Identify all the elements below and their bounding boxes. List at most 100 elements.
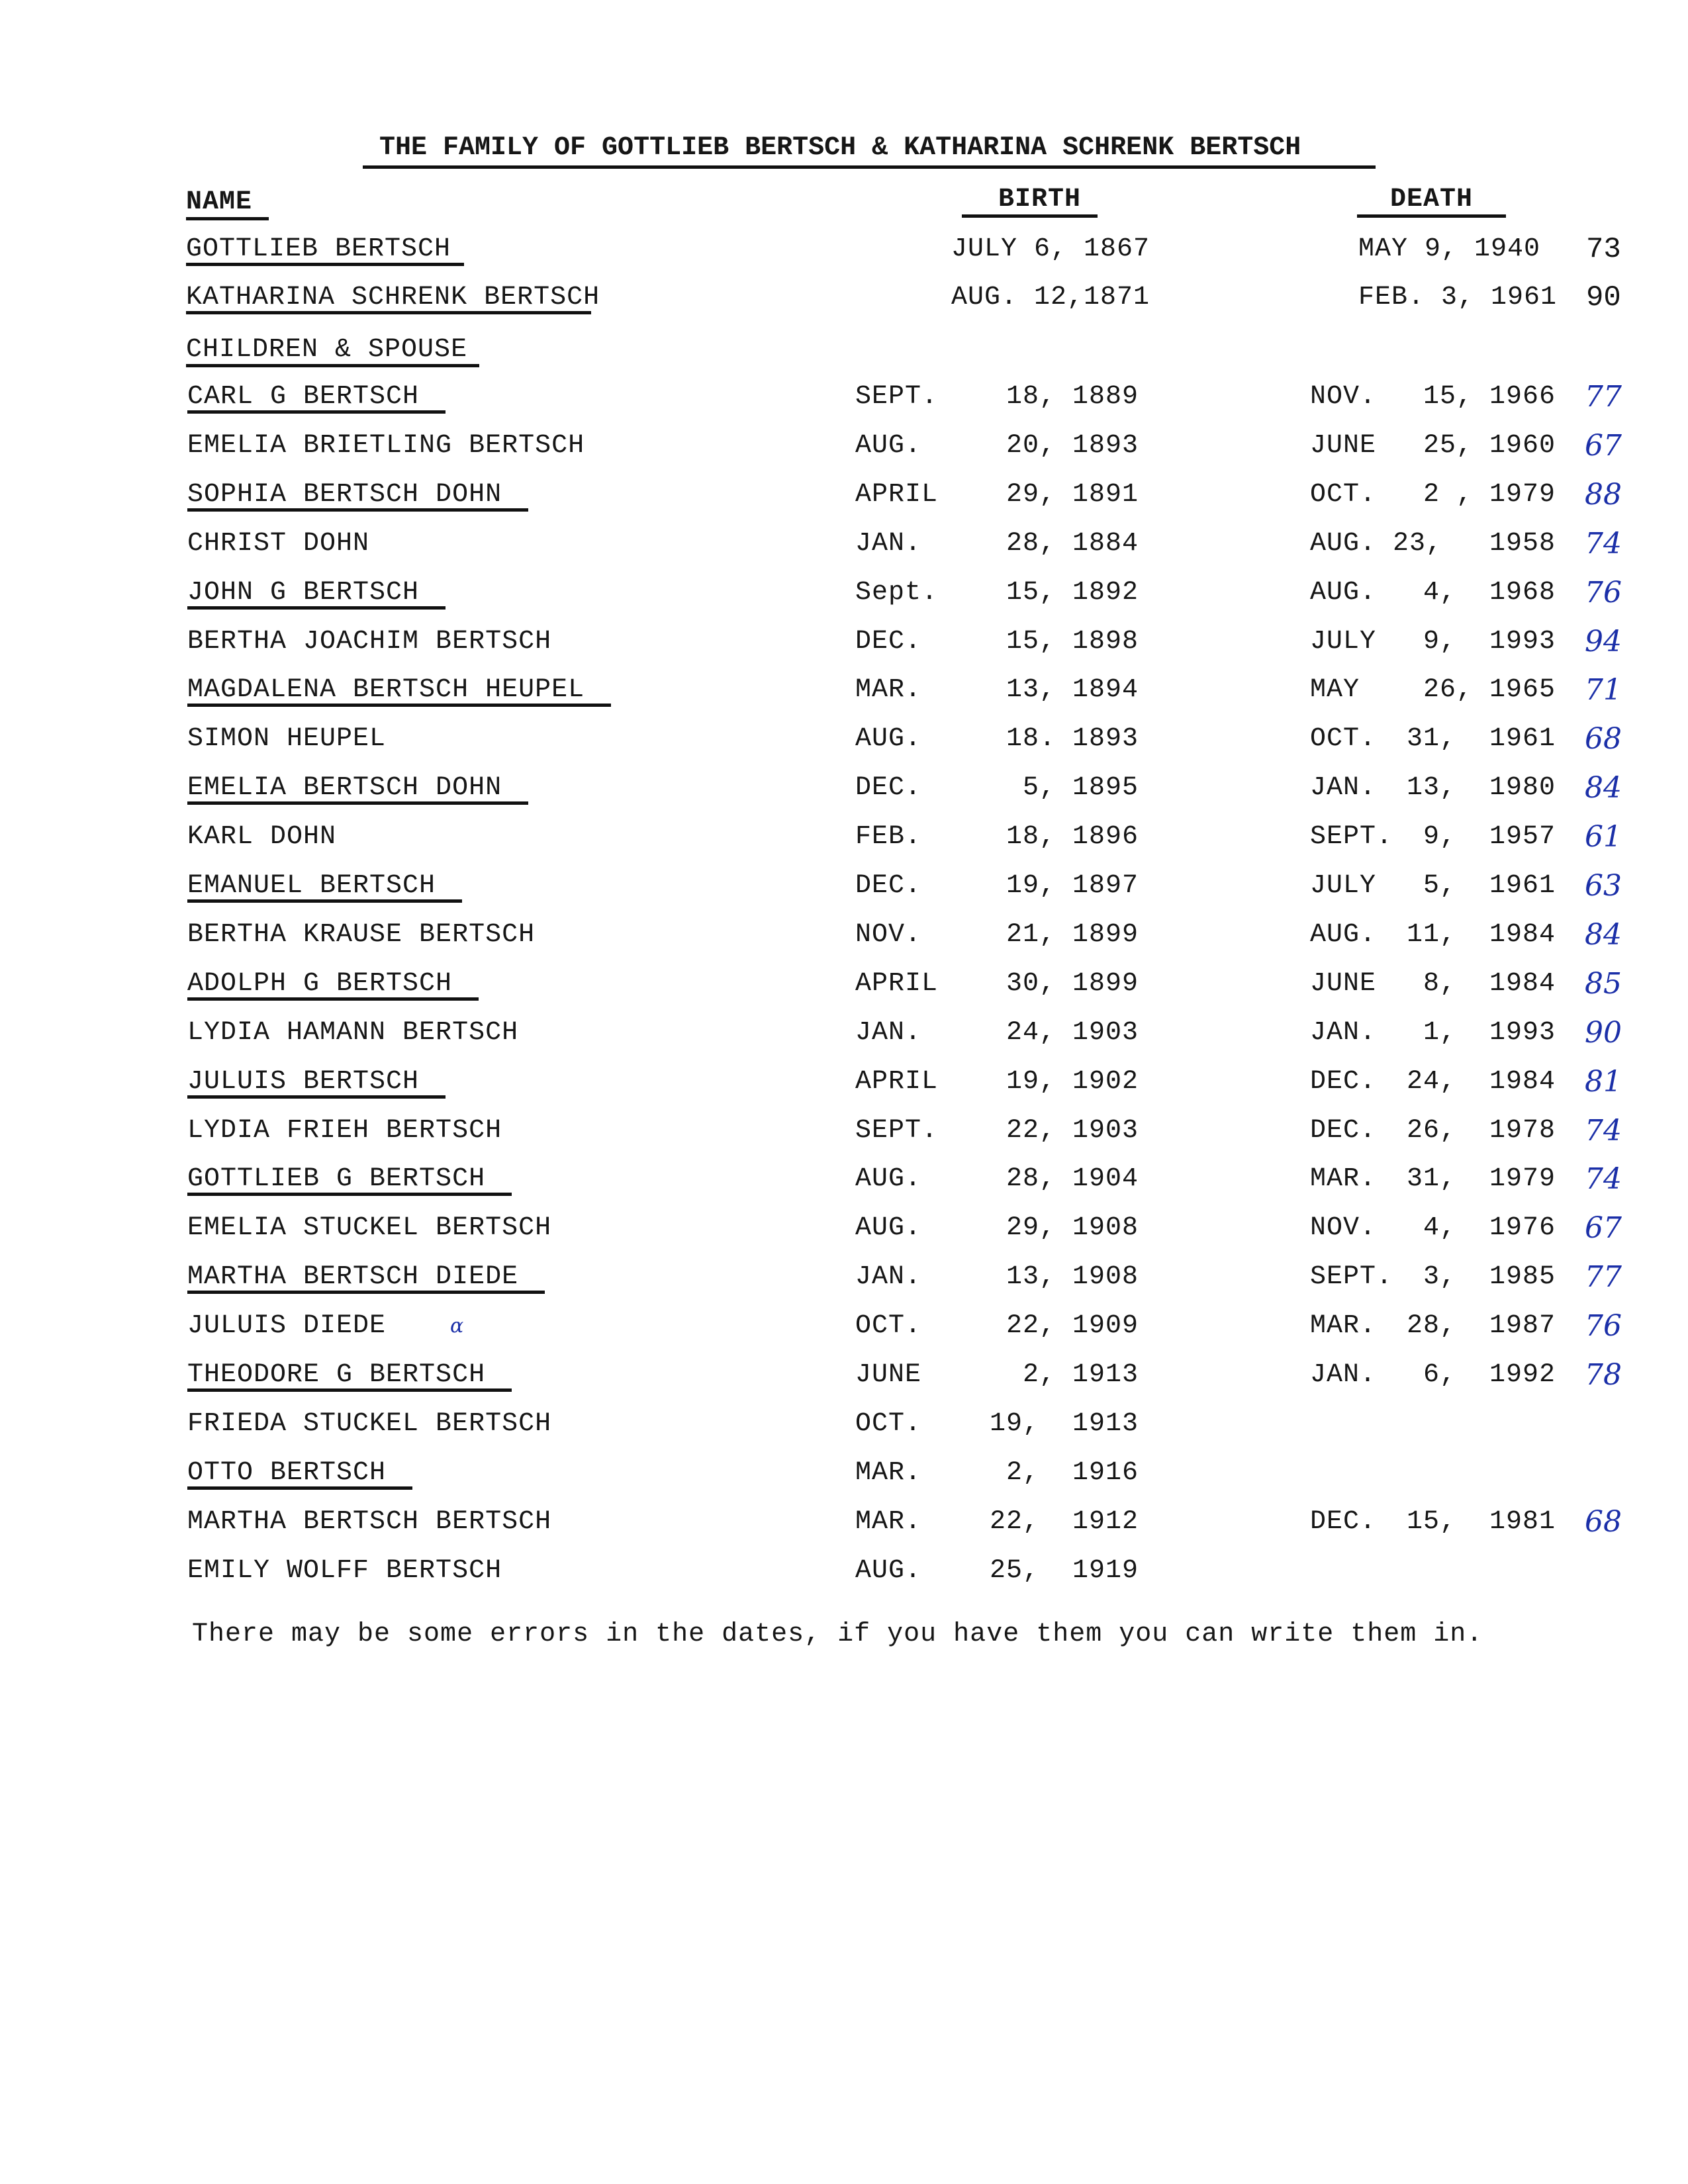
- name-underline: [187, 704, 611, 707]
- child-name: CHRIST DOHN: [187, 528, 370, 559]
- death-month: NOV.: [1310, 382, 1377, 412]
- birth-day-year: 22, 1912: [989, 1506, 1139, 1537]
- death-day-year: 1, 1993: [1423, 1017, 1556, 1048]
- birth-day-year: 18, 1889: [1006, 382, 1139, 412]
- handwritten-age-at-death: 74: [1585, 526, 1622, 561]
- birth-day-year: 28, 1904: [1006, 1164, 1139, 1195]
- birth-month: AUG.: [855, 430, 922, 461]
- name-underline: [187, 1291, 545, 1295]
- child-name: MARTHA BERTSCH DIEDE: [187, 1262, 519, 1293]
- birth-day-year: 22, 1903: [1006, 1115, 1139, 1146]
- parent-birth-date: AUG. 12,1871: [951, 283, 1150, 312]
- handwritten-age-at-death: 90: [1585, 1015, 1622, 1050]
- death-day-year: 31, 1979: [1406, 1164, 1556, 1195]
- death-day-year: 2 , 1979: [1423, 479, 1556, 510]
- child-name: EMANUEL BERTSCH: [187, 871, 436, 901]
- death-day-year: 5, 1961: [1423, 871, 1556, 901]
- death-month: MAR.: [1310, 1311, 1377, 1342]
- child-name: JULUIS BERTSCH: [187, 1066, 420, 1097]
- death-day-year: 26, 1965: [1423, 675, 1556, 705]
- parent-name-underline: [186, 263, 464, 266]
- death-day-year: 15, 1981: [1406, 1506, 1556, 1537]
- child-name: EMELIA STUCKEL BERTSCH: [187, 1213, 552, 1244]
- name-underline: [187, 1388, 512, 1392]
- child-name: OTTO BERTSCH: [187, 1457, 387, 1488]
- child-name: GOTTLIEB G BERTSCH: [187, 1164, 486, 1195]
- handwritten-age-at-death: 85: [1585, 966, 1622, 1001]
- birth-column-header: BIRTH: [998, 185, 1082, 214]
- handwritten-age-at-death: 67: [1585, 1211, 1622, 1246]
- death-month: NOV.: [1310, 1213, 1377, 1244]
- birth-day-year: 5, 1895: [1022, 773, 1139, 803]
- name-header-underline: [186, 217, 269, 220]
- birth-day-year: 19, 1902: [1006, 1066, 1139, 1097]
- birth-month: MAR.: [855, 1506, 922, 1537]
- birth-month: AUG.: [855, 1213, 922, 1244]
- child-name: ADOLPH G BERTSCH: [187, 968, 453, 999]
- birth-header-underline: [962, 214, 1098, 218]
- death-month: MAR.: [1310, 1164, 1377, 1195]
- child-name: EMILY WOLFF BERTSCH: [187, 1555, 502, 1586]
- name-underline: [187, 1486, 412, 1490]
- birth-month: AUG.: [855, 724, 922, 754]
- death-day-year: 13, 1980: [1406, 773, 1556, 803]
- death-day-year: 1958: [1489, 528, 1556, 559]
- birth-day-year: 22, 1909: [1006, 1311, 1139, 1342]
- birth-month: SEPT.: [855, 1115, 939, 1146]
- handwritten-age-at-death: 78: [1585, 1358, 1622, 1392]
- death-month: JAN.: [1310, 1017, 1377, 1048]
- handwritten-age-at-death: 71: [1585, 673, 1622, 707]
- death-month: OCT.: [1310, 724, 1377, 754]
- child-name: BERTHA JOACHIM BERTSCH: [187, 626, 552, 657]
- parent-death-date: MAY 9, 1940: [1358, 234, 1541, 264]
- birth-day-year: 18, 1896: [1006, 822, 1139, 852]
- handwritten-age-at-death: 88: [1585, 477, 1622, 512]
- birth-month: AUG.: [855, 1555, 922, 1586]
- death-month: SEPT.: [1310, 822, 1393, 852]
- birth-day-year: 30, 1899: [1006, 968, 1139, 999]
- death-month: JAN.: [1310, 773, 1377, 803]
- death-day-year: 9, 1993: [1423, 626, 1556, 657]
- birth-day-year: 21, 1899: [1006, 919, 1139, 950]
- birth-month: APRIL: [855, 968, 939, 999]
- birth-month: APRIL: [855, 1066, 939, 1097]
- handwritten-age-at-death: 84: [1585, 771, 1622, 805]
- death-day-year: 24, 1984: [1406, 1066, 1556, 1097]
- child-name: JULUIS DIEDE: [187, 1311, 387, 1342]
- death-day-year: 4, 1968: [1423, 577, 1556, 608]
- parent-name-underline: [186, 311, 591, 314]
- name-underline: [187, 997, 479, 1001]
- death-column-header: DEATH: [1390, 185, 1474, 214]
- death-day-year: 11, 1984: [1406, 919, 1556, 950]
- name-underline: [187, 606, 445, 610]
- child-name: BERTHA KRAUSE BERTSCH: [187, 919, 536, 950]
- parent-age-at-death: 73: [1586, 233, 1621, 266]
- death-day-year: 8, 1984: [1423, 968, 1556, 999]
- death-day-year: 4, 1976: [1423, 1213, 1556, 1244]
- name-underline: [187, 508, 528, 512]
- death-month: JAN.: [1310, 1360, 1377, 1390]
- death-day-year: 31, 1961: [1406, 724, 1556, 754]
- child-name: FRIEDA STUCKEL BERTSCH: [187, 1408, 552, 1439]
- child-name: LYDIA FRIEH BERTSCH: [187, 1115, 502, 1146]
- handwritten-age-at-death: 81: [1585, 1064, 1622, 1099]
- birth-month: JAN.: [855, 528, 922, 559]
- parent-age-at-death: 90: [1586, 281, 1621, 314]
- name-column-header: NAME: [186, 187, 253, 217]
- handwritten-age-at-death: 63: [1585, 869, 1622, 903]
- name-underline: [187, 1193, 512, 1197]
- handwritten-age-at-death: 68: [1585, 1504, 1622, 1539]
- child-name: CARL G BERTSCH: [187, 382, 420, 412]
- birth-month: MAR.: [855, 1457, 922, 1488]
- birth-day-year: 29, 1891: [1006, 479, 1139, 510]
- death-day-year: 9, 1957: [1423, 822, 1556, 852]
- parent-death-date: FEB. 3, 1961: [1358, 283, 1558, 312]
- death-day-year: 25, 1960: [1423, 430, 1556, 461]
- birth-month: NOV.: [855, 919, 922, 950]
- child-name: EMELIA BRIETLING BERTSCH: [187, 430, 585, 461]
- handwritten-mark: α: [450, 1314, 465, 1338]
- handwritten-age-at-death: 77: [1585, 380, 1622, 414]
- death-day-year: 15, 1966: [1423, 382, 1556, 412]
- child-name: JOHN G BERTSCH: [187, 577, 420, 608]
- name-underline: [187, 801, 528, 805]
